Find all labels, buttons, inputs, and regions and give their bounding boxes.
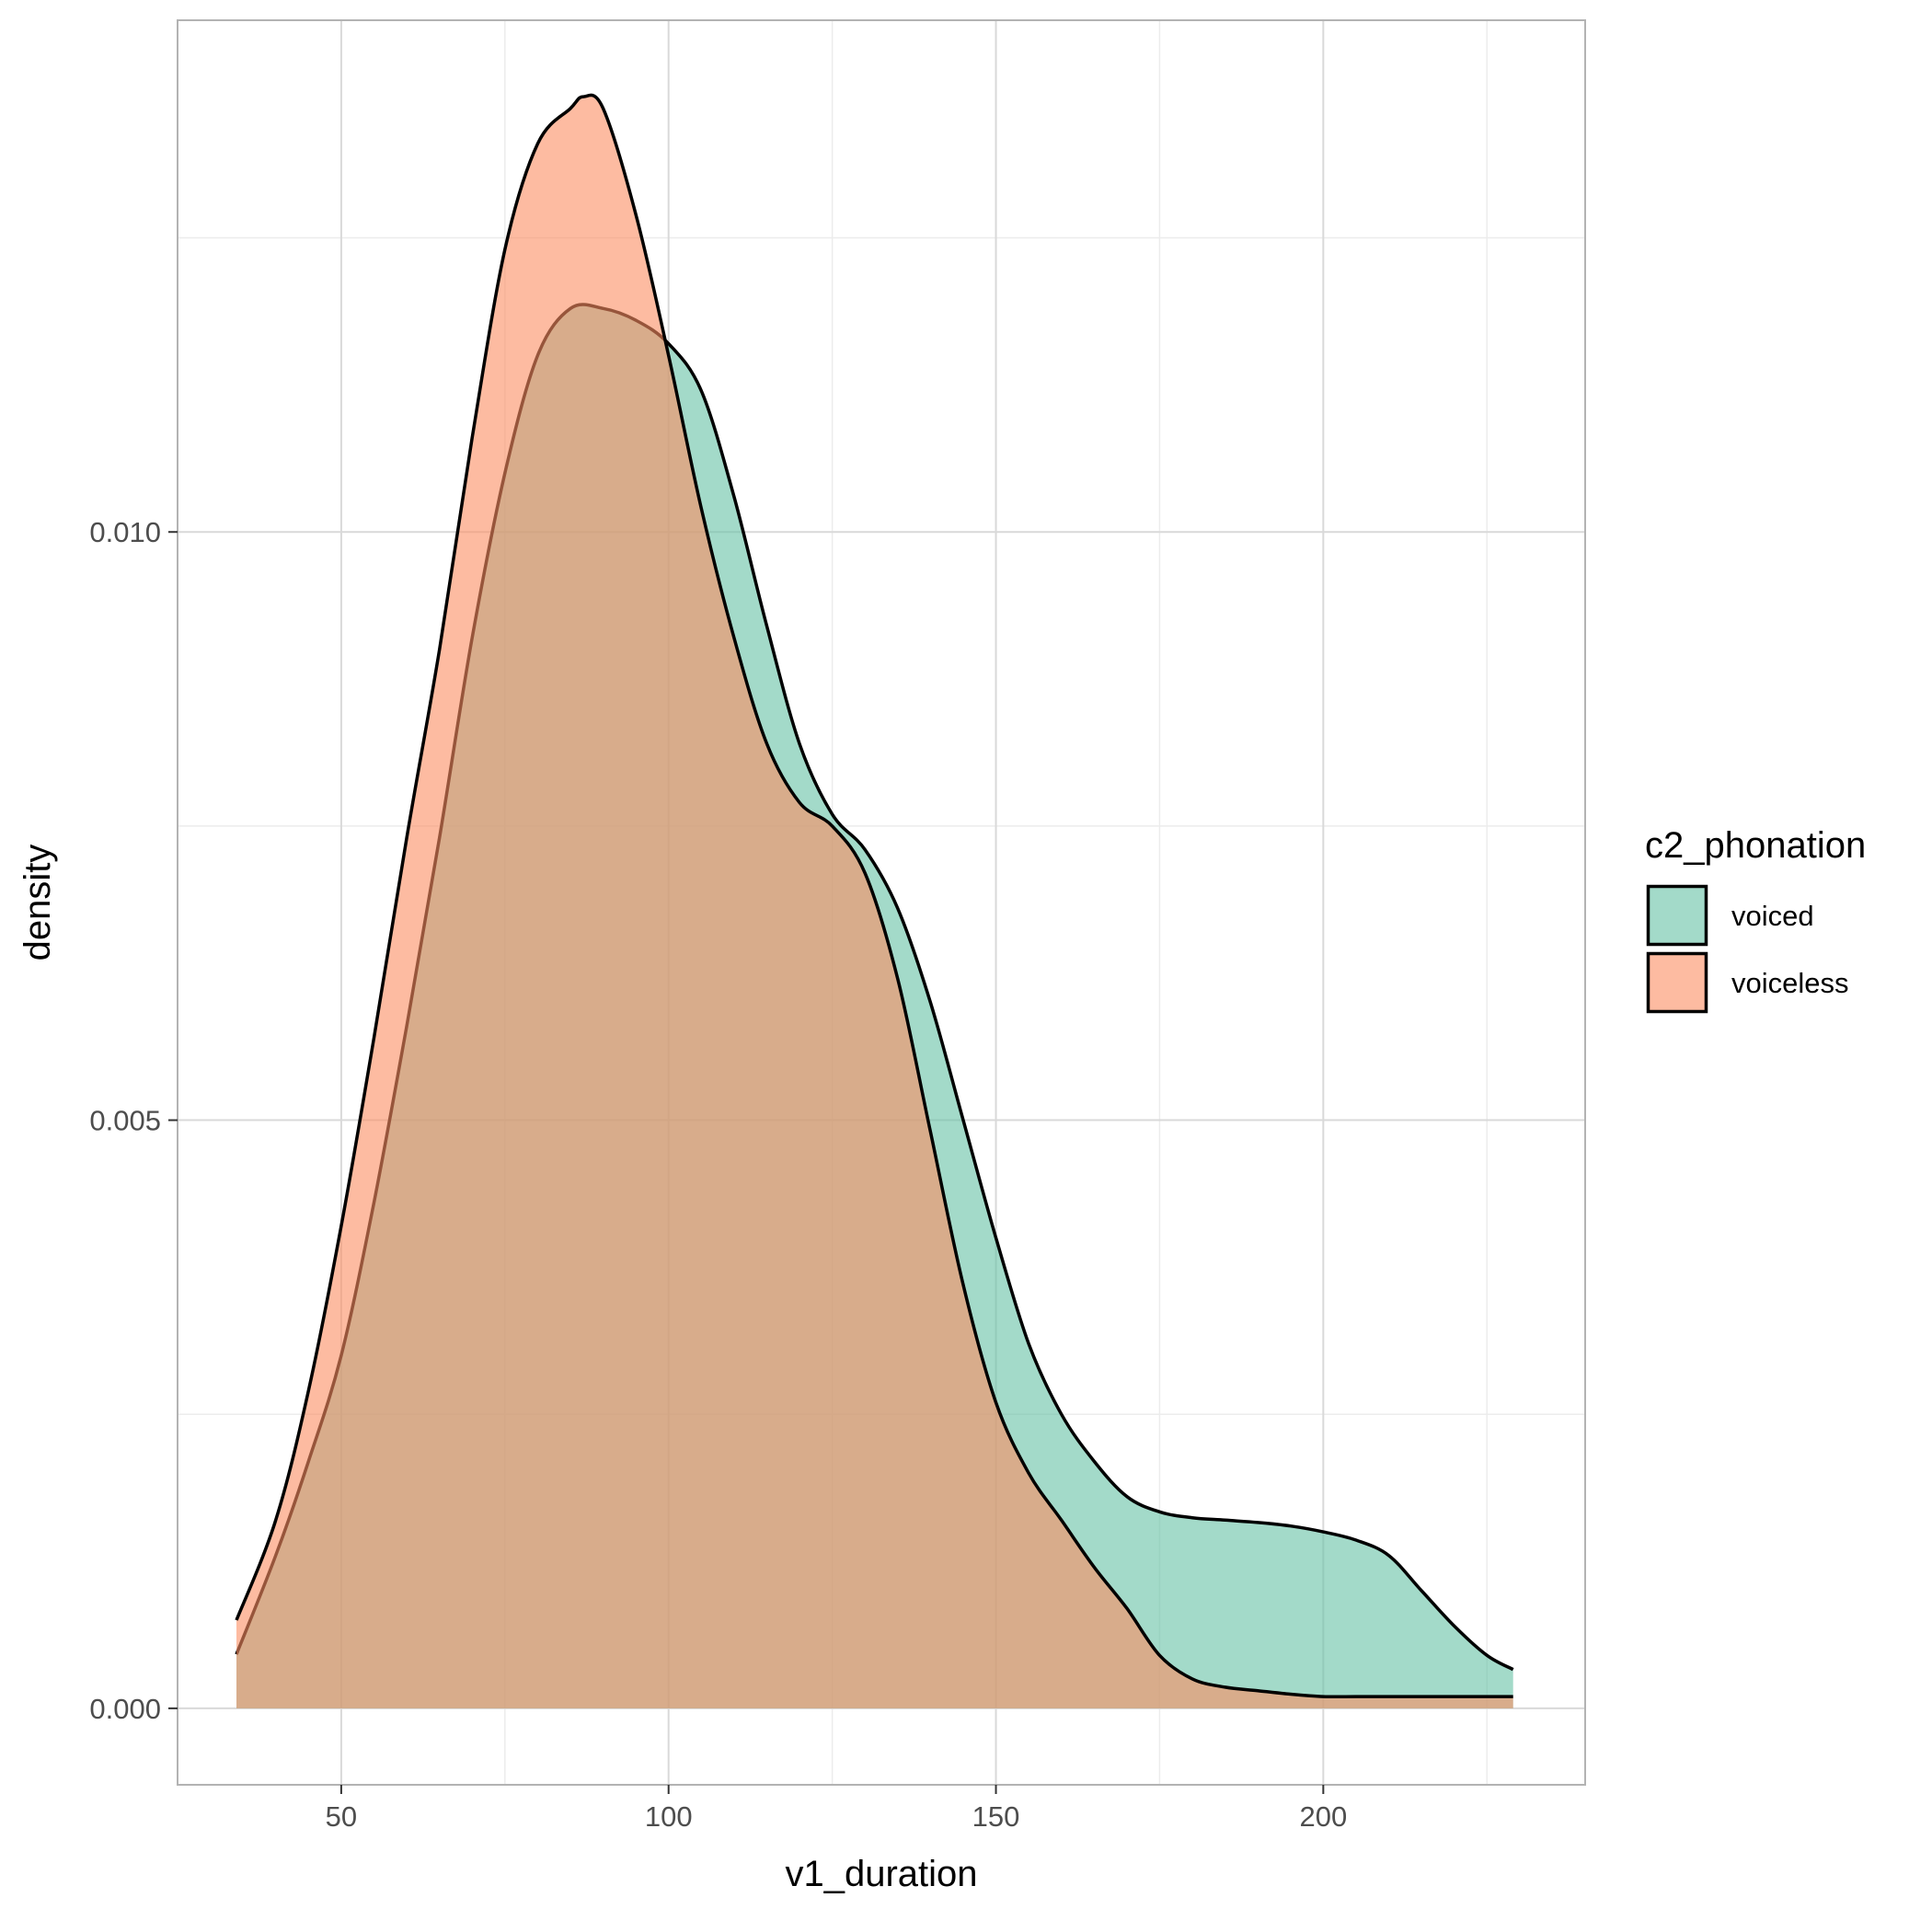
- legend-swatch-voiceless: [1646, 951, 1708, 1014]
- density-line-voiceless: [235, 93, 1513, 1699]
- x-tick-label: 150: [972, 1800, 1020, 1833]
- x-axis-title: v1_duration: [785, 1854, 977, 1894]
- x-tick-label: 50: [326, 1800, 357, 1833]
- x-tick-label: 200: [1299, 1800, 1347, 1833]
- series-layer: [235, 93, 1514, 1708]
- legend: c2_phonation voiced voiceless: [1645, 825, 1866, 1014]
- legend-label-voiceless: voiceless: [1731, 967, 1849, 999]
- y-axis-title: density: [17, 845, 58, 961]
- y-tick-label: 0.000: [89, 1693, 161, 1725]
- panel-border: [177, 19, 1586, 1786]
- legend-swatch-voiced: [1646, 884, 1708, 947]
- x-axis-ticks: 50 100 150 200: [326, 1785, 1347, 1833]
- y-axis-ticks: 0.000 0.005 0.010: [89, 516, 178, 1725]
- y-tick-label: 0.005: [89, 1105, 161, 1137]
- y-tick-label: 0.010: [89, 516, 161, 548]
- legend-title: c2_phonation: [1645, 825, 1866, 866]
- x-tick-label: 100: [645, 1800, 693, 1833]
- legend-items: voiced voiceless: [1646, 884, 1849, 1014]
- legend-label-voiced: voiced: [1731, 900, 1814, 932]
